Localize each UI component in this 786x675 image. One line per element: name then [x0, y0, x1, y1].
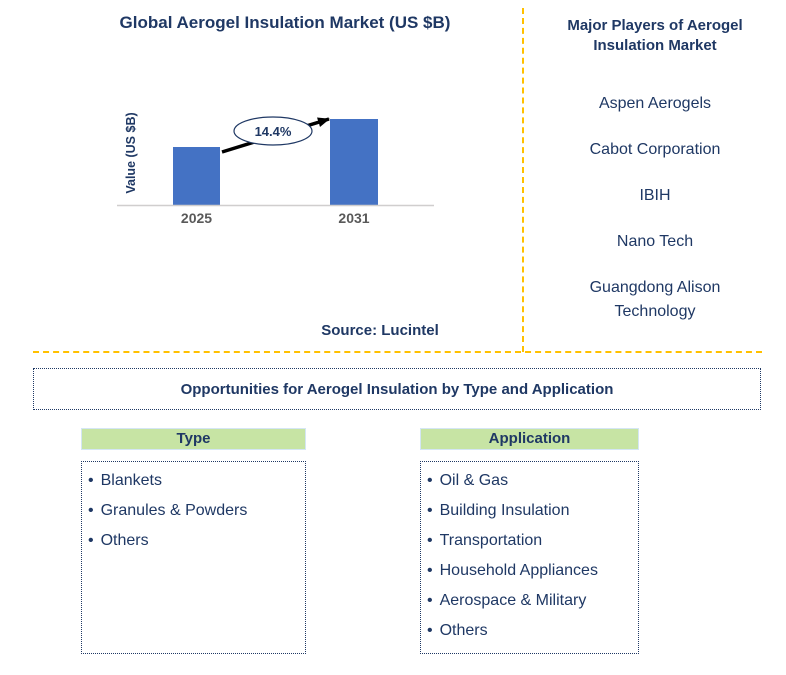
x-tick-2031: 2031: [338, 210, 369, 226]
bars-layer: [173, 119, 378, 205]
application-list-item: • Transportation: [427, 532, 543, 549]
bullet-icon: •: [88, 502, 94, 519]
application-list: • Oil & Gas • Building Insulation • Transpo…: [420, 461, 639, 654]
major-players-panel: Major Players of Aerogel Insulation Mark…: [524, 0, 786, 346]
type-list-item: • Granules & Powders: [88, 502, 248, 519]
application-list-item: • Aerospace & Military: [427, 592, 587, 609]
bar-2025: [173, 147, 220, 205]
y-axis-label: Value (US $B): [124, 112, 138, 193]
bullet-icon: •: [427, 472, 433, 489]
bullet-icon: •: [427, 532, 433, 549]
cagr-value: 14.4%: [255, 124, 292, 139]
player-item: Aspen Aerogels: [598, 95, 712, 112]
player-item: IBIH: [639, 187, 671, 204]
opportunities-title-box: Opportunities for Aerogel Insulation by …: [33, 368, 761, 410]
vertical-divider: [522, 8, 524, 352]
application-column-header: Application: [420, 428, 639, 450]
player-item: Nano Tech: [616, 233, 694, 250]
bullet-icon: •: [88, 472, 94, 489]
bar-2031: [330, 119, 378, 205]
chart-title: Global Aerogel Insulation Market (US $B): [119, 13, 451, 32]
x-tick-2025: 2025: [181, 210, 212, 226]
player-item: Guangdong Alison Technology: [589, 279, 721, 320]
application-list-item: • Others: [427, 622, 488, 639]
application-list-item: • Building Insulation: [427, 502, 570, 519]
application-list-item: • Oil & Gas: [427, 472, 509, 489]
source-note: Source: Lucintel: [321, 322, 439, 339]
major-players-list: Aspen Aerogels Cabot Corporation IBIH Nano …: [524, 92, 786, 324]
type-column-header: Type: [81, 428, 306, 450]
type-list-item: • Blankets: [88, 472, 162, 489]
bullet-icon: •: [427, 622, 433, 639]
bar-chart: 2025 2031 Value (US $B) 14.4%: [117, 112, 434, 226]
type-list: • Blankets • Granules & Powders • Others: [81, 461, 306, 654]
bullet-icon: •: [427, 592, 433, 609]
horizontal-divider: [33, 351, 762, 353]
type-list-item: • Others: [88, 532, 149, 549]
cagr-ellipse: [233, 116, 313, 146]
bullet-icon: •: [427, 562, 433, 579]
opportunities-title: Opportunities for Aerogel Insulation by …: [180, 380, 614, 398]
application-list-item: • Household Appliances: [427, 562, 598, 579]
player-item: Cabot Corporation: [589, 141, 721, 158]
major-players-title: Major Players of Aerogel Insulation Mark…: [567, 17, 743, 54]
bullet-icon: •: [427, 502, 433, 519]
bullet-icon: •: [88, 532, 94, 549]
